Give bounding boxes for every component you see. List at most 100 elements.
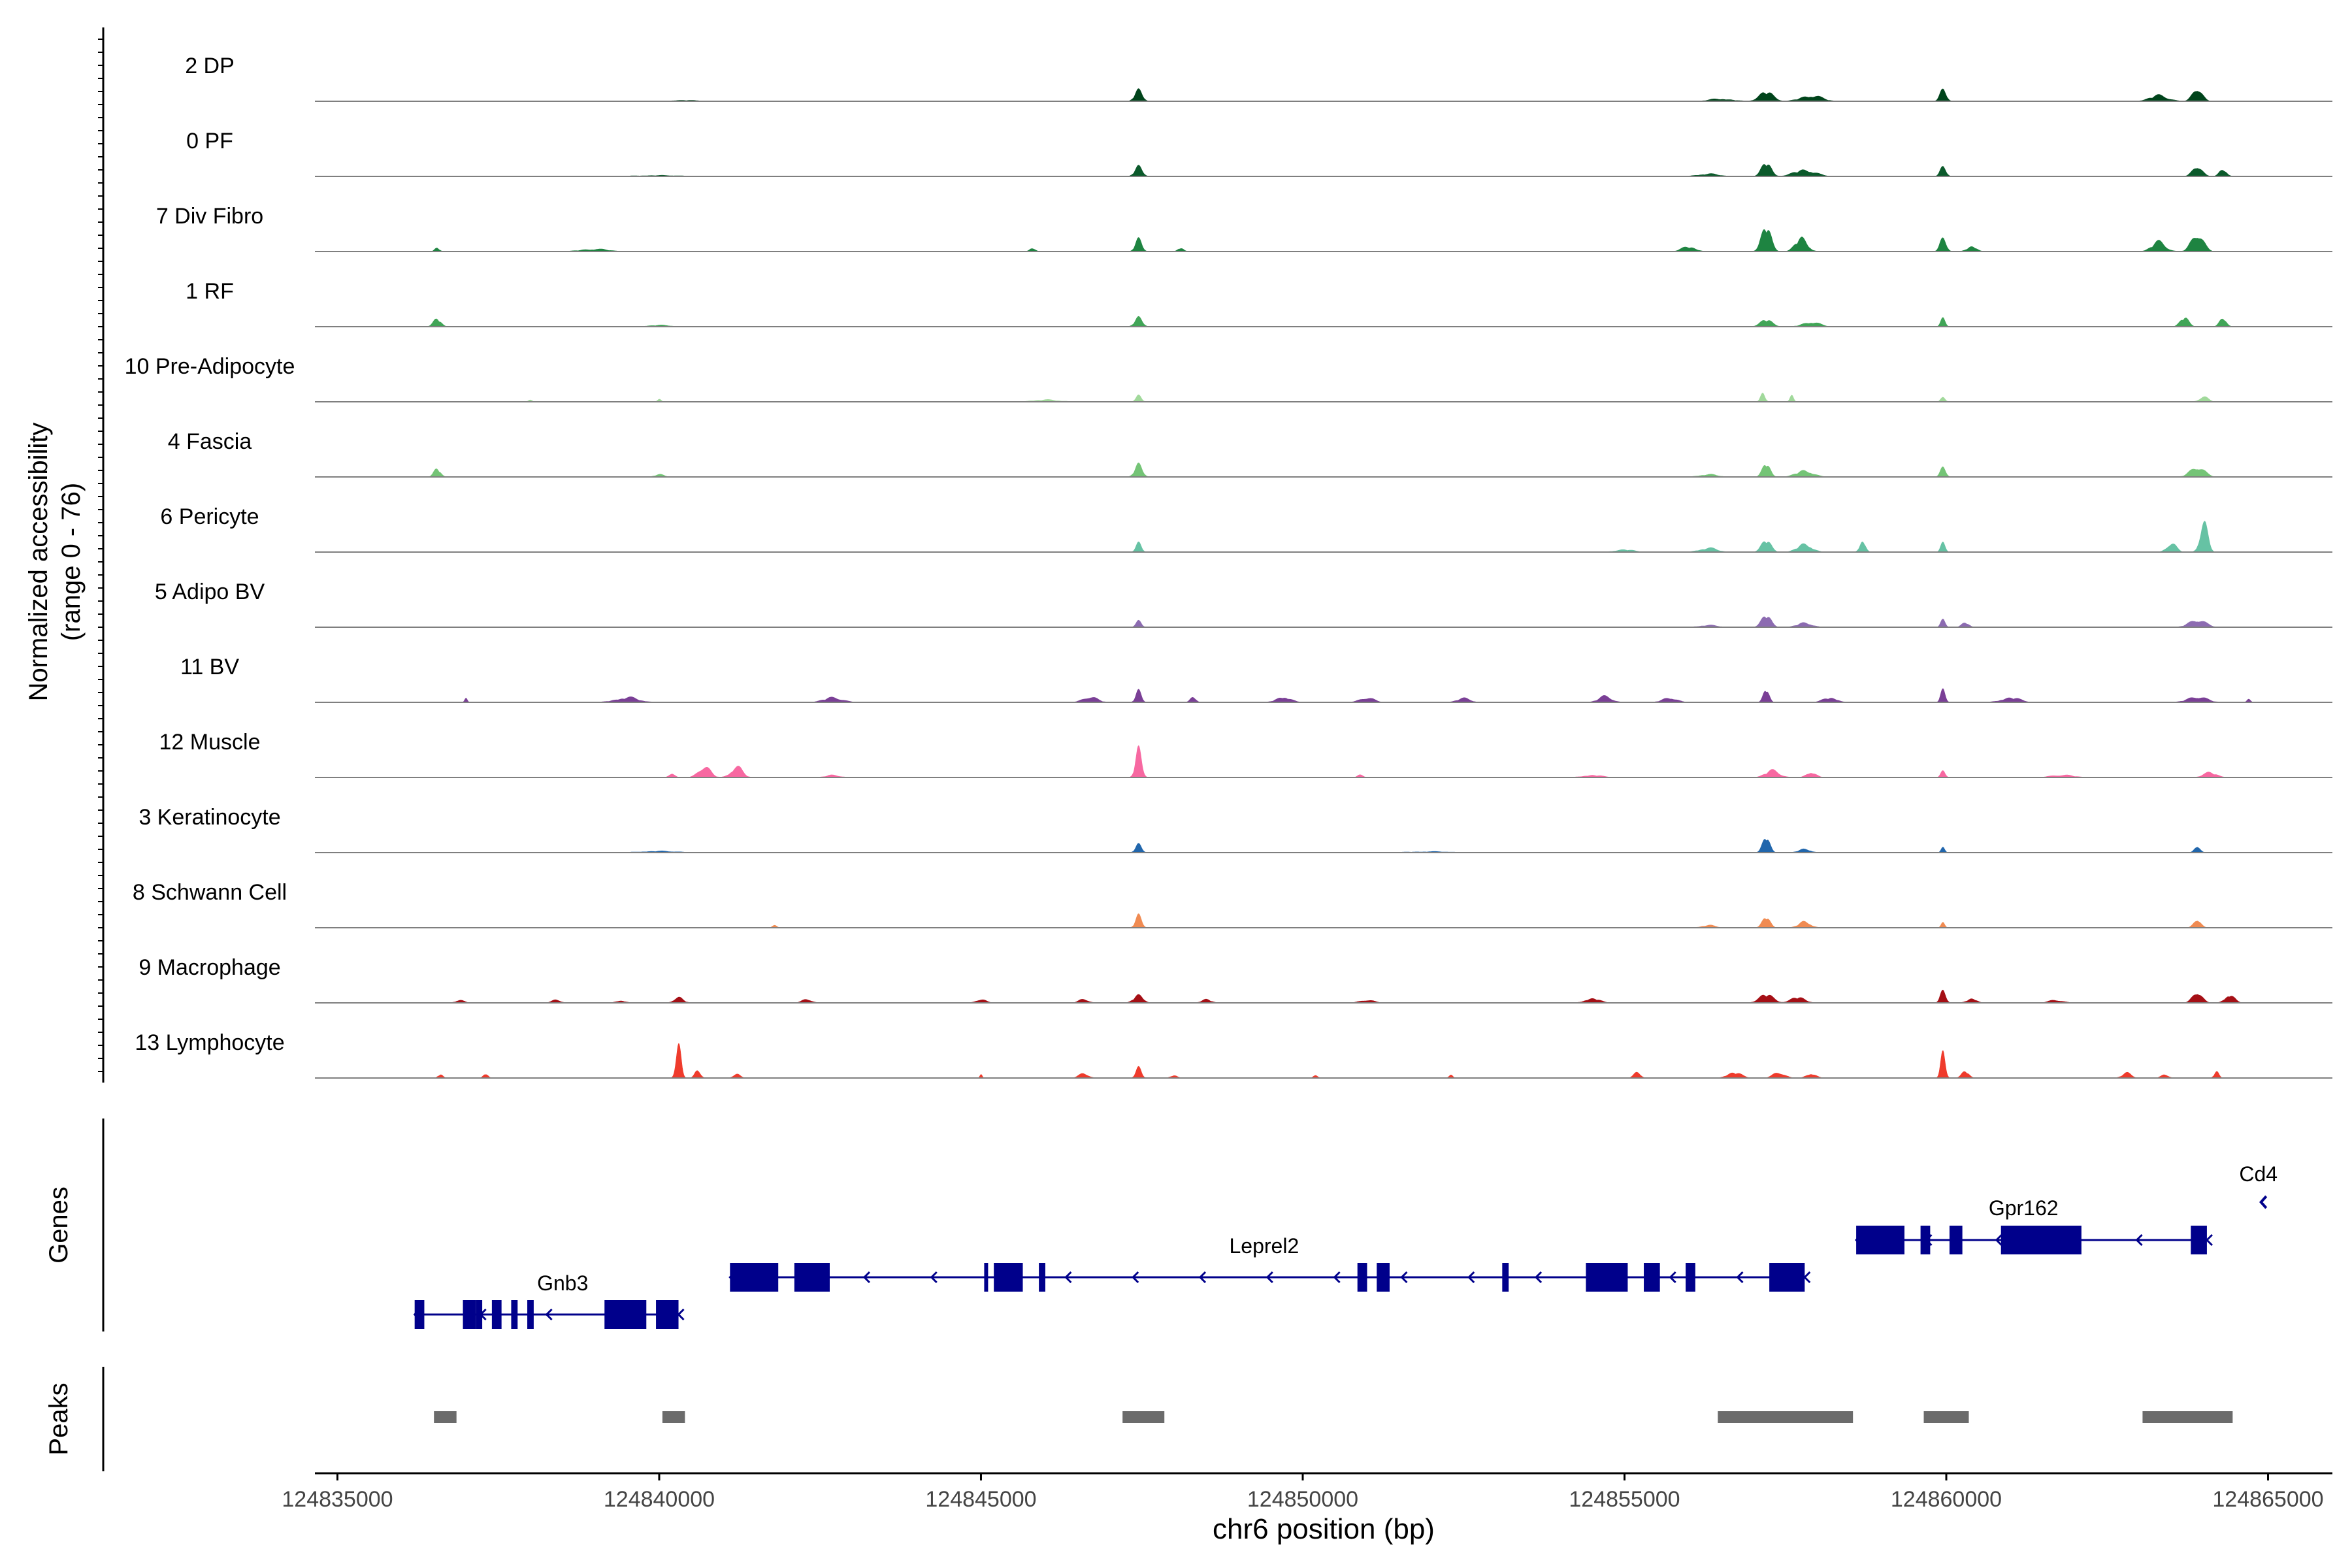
track-1-rf: 1 RF <box>186 279 2332 327</box>
peaks-track-label: Peaks <box>44 1382 73 1455</box>
coverage-tracks: 2 DP 0 PF 7 Div Fibro 1 RF 10 Pre-Adipocyte 4… <box>125 54 2332 1079</box>
gene-exon <box>1039 1263 1045 1292</box>
strand-arrow <box>1198 1271 1207 1284</box>
track-4-fascia: 4 Fascia <box>168 429 2332 478</box>
x-axis-ticks: 124835000 124840000 124845000 124850000 1248… <box>282 1473 2324 1512</box>
peak-region <box>2142 1411 2233 1423</box>
track-6-pericyte: 6 Pericyte <box>160 504 2332 553</box>
strand-arrow <box>2259 1195 2268 1209</box>
track-10-pre-adipocyte: 10 Pre-Adipocyte <box>125 354 2332 402</box>
gene-exon <box>656 1300 679 1329</box>
x-tick-label: 124860000 <box>1891 1487 2002 1512</box>
gene-label: Cd4 <box>2239 1162 2278 1186</box>
strand-arrow <box>1333 1271 1341 1284</box>
gene-leprel2: Leprel2 <box>728 1234 1811 1292</box>
track-3-keratinocyte: 3 Keratinocyte <box>139 805 2332 853</box>
gene-exon <box>491 1300 502 1329</box>
gene-label: Gpr162 <box>1989 1196 2059 1220</box>
track-7-div-fibro: 7 Div Fibro <box>156 204 2332 252</box>
strand-arrow <box>545 1308 553 1321</box>
track-2-dp: 2 DP <box>185 54 2332 102</box>
strand-arrow <box>1467 1271 1475 1284</box>
track-8-schwann-cell: 8 Schwann Cell <box>133 880 2332 928</box>
gene-exon <box>1949 1226 1963 1254</box>
gene-exon <box>511 1300 518 1329</box>
y-axis-label: Normalized accessibility <box>24 423 53 702</box>
track-9-macrophage: 9 Macrophage <box>139 955 2332 1004</box>
strand-arrow <box>1132 1271 1139 1284</box>
gene-exon <box>414 1300 425 1329</box>
track-label: 9 Macrophage <box>139 955 280 980</box>
track-label: 7 Div Fibro <box>156 204 263 229</box>
track-label: 12 Muscle <box>159 730 261 755</box>
track-label: 6 Pericyte <box>160 504 259 529</box>
strand-arrow <box>1736 1271 1744 1284</box>
gene-exon <box>463 1300 476 1329</box>
track-label: 10 Pre-Adipocyte <box>125 354 295 379</box>
track-label: 1 RF <box>186 279 234 304</box>
coverage-y-axis-ticks <box>98 39 103 1072</box>
peaks-track <box>434 1411 2233 1423</box>
peak-region <box>434 1411 457 1423</box>
strand-arrow <box>677 1308 685 1321</box>
track-label: 4 Fascia <box>168 429 252 454</box>
gene-exon <box>1377 1263 1390 1292</box>
track-label: 11 BV <box>180 655 239 679</box>
x-tick-label: 124865000 <box>2212 1487 2323 1512</box>
x-tick-label: 124845000 <box>925 1487 1036 1512</box>
x-axis-label: chr6 position (bp) <box>1213 1513 1435 1545</box>
strand-arrow <box>2135 1233 2143 1247</box>
strand-arrow <box>930 1271 938 1284</box>
strand-arrow <box>1669 1271 1676 1284</box>
gene-exon <box>1686 1263 1695 1292</box>
x-tick-label: 124835000 <box>282 1487 393 1512</box>
peak-region <box>1122 1411 1165 1423</box>
track-label: 3 Keratinocyte <box>139 805 280 830</box>
gene-exon <box>2191 1226 2207 1254</box>
gene-gpr162: Gpr162 <box>1854 1196 2213 1254</box>
gene-exon <box>1644 1263 1660 1292</box>
track-label: 13 Lymphocyte <box>135 1030 284 1055</box>
peak-region <box>1923 1411 1969 1423</box>
track-5-adipo-bv: 5 Adipo BV <box>155 580 2332 628</box>
peak-region <box>662 1411 685 1423</box>
y-axis-title: Normalized accessibility (range 0 - 76) <box>24 423 86 702</box>
gene-exon <box>794 1263 830 1292</box>
x-tick-label: 124840000 <box>604 1487 715 1512</box>
track-12-muscle: 12 Muscle <box>159 730 2332 778</box>
gene-label: Gnb3 <box>537 1271 588 1295</box>
track-label: 2 DP <box>185 54 235 78</box>
gene-exon <box>476 1300 483 1329</box>
track-13-lymphocyte: 13 Lymphocyte <box>135 1030 2332 1079</box>
track-label: 5 Adipo BV <box>155 580 265 604</box>
track-0-pf: 0 PF <box>186 129 2332 177</box>
gene-exon <box>527 1300 534 1329</box>
gene-exon <box>1357 1263 1367 1292</box>
gene-exon <box>1769 1263 1805 1292</box>
gene-exon <box>2001 1226 2082 1254</box>
strand-arrow <box>1400 1271 1408 1284</box>
y-axis-range-label: (range 0 - 76) <box>57 483 86 641</box>
track-label: 8 Schwann Cell <box>133 880 287 905</box>
x-tick-label: 124850000 <box>1247 1487 1358 1512</box>
gene-annotation-track: Gnb3 Leprel2 Gpr162 Cd4 <box>413 1162 2278 1329</box>
track-label: 0 PF <box>186 129 233 154</box>
gene-exon <box>1502 1263 1509 1292</box>
peak-region <box>1718 1411 1854 1423</box>
gene-exon <box>1920 1226 1931 1254</box>
x-tick-label: 124855000 <box>1569 1487 1680 1512</box>
strand-arrow <box>1266 1271 1273 1284</box>
strand-arrow <box>1064 1271 1072 1284</box>
strand-arrow <box>1534 1271 1543 1284</box>
gene-gnb3: Gnb3 <box>413 1271 685 1329</box>
track-11-bv: 11 BV <box>180 655 2332 703</box>
gene-exon <box>1586 1263 1628 1292</box>
strand-arrow <box>862 1271 871 1284</box>
gene-exon <box>730 1263 779 1292</box>
gene-exon <box>984 1263 988 1292</box>
gene-label: Leprel2 <box>1230 1234 1299 1258</box>
gene-exon <box>994 1263 1023 1292</box>
gene-cd4: Cd4 <box>2239 1162 2278 1209</box>
